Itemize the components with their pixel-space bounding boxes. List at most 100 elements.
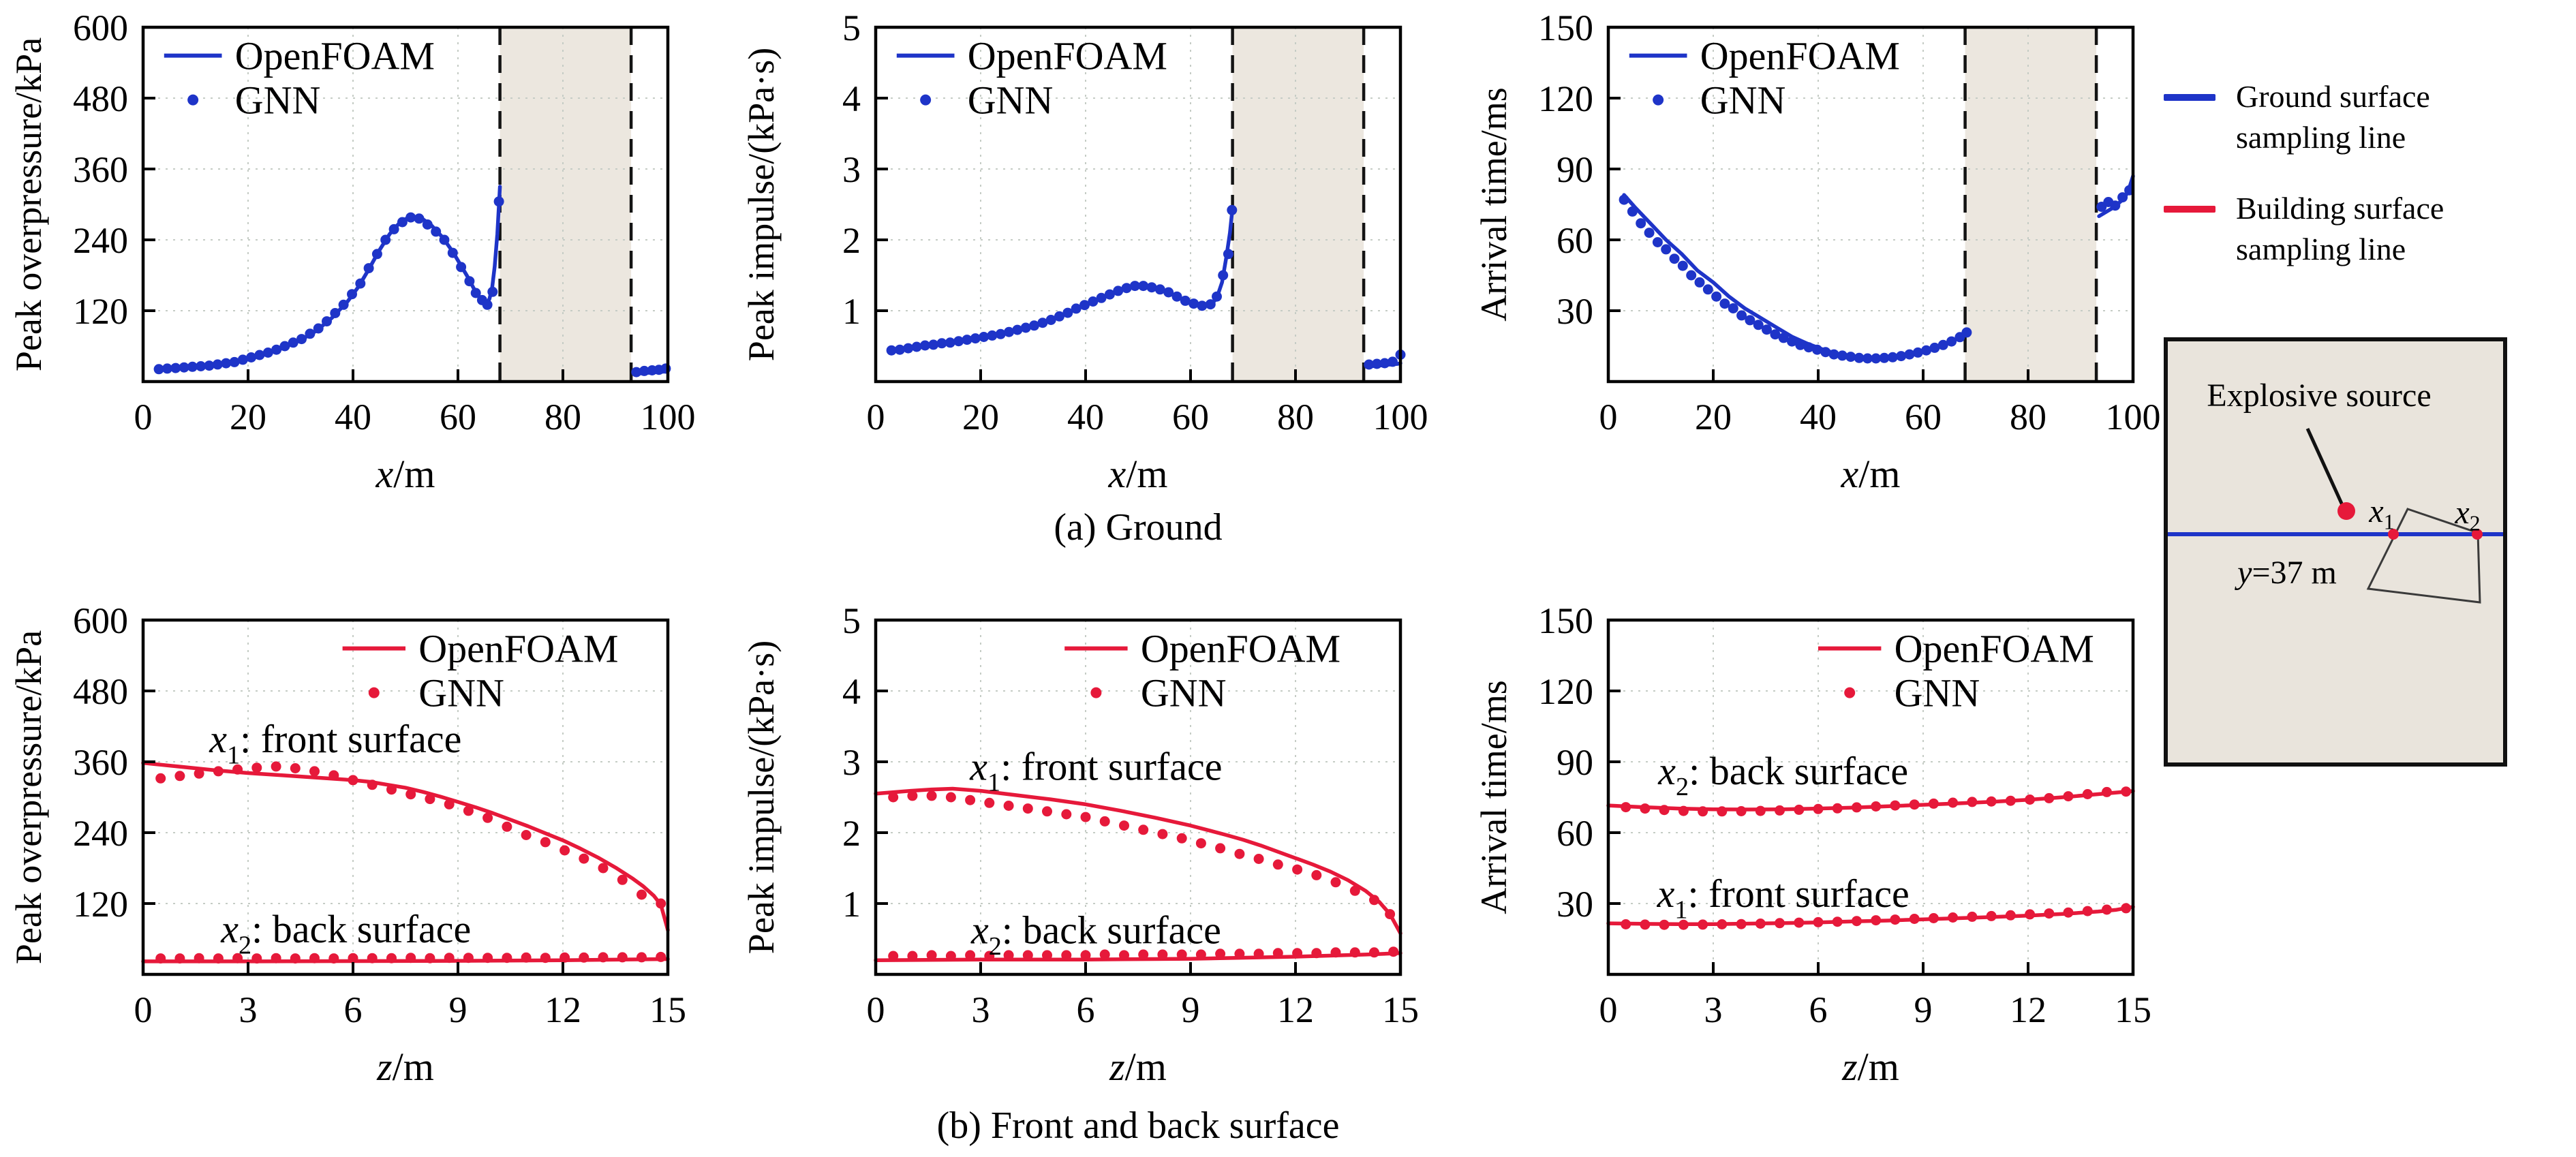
data-dot: [1694, 277, 1705, 288]
data-dot: [2102, 904, 2112, 915]
data-dot: [1215, 948, 1226, 959]
data-dot: [945, 951, 956, 961]
legend-line-label: OpenFOAM: [418, 627, 618, 671]
data-dot: [559, 845, 570, 856]
data-dot: [1719, 298, 1730, 309]
data-dot: [502, 953, 512, 963]
data-dot: [246, 352, 257, 362]
data-dot: [380, 234, 391, 245]
data-dot: [1045, 315, 1056, 325]
data-dot: [965, 795, 976, 805]
data-dot: [355, 278, 366, 289]
series-line: [157, 185, 502, 371]
data-dot: [926, 790, 937, 801]
legend-line-label: OpenFOAM: [1700, 34, 1900, 78]
x2-sampling-point: [2472, 529, 2483, 540]
schematic-drawing: [2168, 427, 2503, 604]
data-dot: [1157, 949, 1168, 960]
data-dot: [886, 345, 897, 356]
legend-item-ground-surface: Ground surface sampling line: [2164, 76, 2545, 158]
data-dot: [945, 792, 956, 803]
data-dot: [945, 337, 955, 348]
data-dot: [196, 361, 206, 371]
data-dot: [296, 334, 307, 345]
explosive-pointer-line: [2305, 427, 2344, 506]
x-tick-label: 0: [134, 989, 153, 1030]
y-tick-label: 150: [1538, 7, 1593, 48]
data-dot: [936, 338, 947, 349]
data-dot: [2117, 192, 2128, 203]
chart-ground-peak-impulse: 0 20 40 60 80 100 1 2 3 4 5 x/m Peak impulse/(kPa·s)…: [741, 7, 1428, 496]
x1-label: x1: [2369, 493, 2394, 535]
data-dot: [598, 952, 609, 963]
data-dot: [439, 234, 450, 245]
data-dot: [1832, 916, 1843, 927]
y-tick-label: 60: [1557, 220, 1593, 261]
data-dot: [1138, 824, 1149, 835]
data-dot: [1071, 303, 1082, 314]
x-tick-label: 12: [1277, 989, 1314, 1030]
x-tick-label: 12: [545, 989, 581, 1030]
y-axis-label: Peak impulse/(kPa·s): [741, 48, 782, 361]
x-tick-label: 15: [2115, 989, 2151, 1030]
data-dot: [2063, 907, 2074, 918]
data-dot: [1234, 948, 1245, 959]
data-dot: [1371, 358, 1382, 369]
data-dot: [1042, 806, 1052, 817]
data-dot: [1967, 797, 1978, 807]
data-dot: [1937, 339, 1948, 350]
data-dot: [1909, 914, 1920, 924]
y-tick-label: 360: [73, 742, 128, 783]
data-dot: [559, 952, 570, 963]
data-dot: [1652, 237, 1663, 247]
data-dot: [1736, 919, 1747, 929]
data-dot: [425, 794, 435, 805]
series-line: [874, 951, 1402, 962]
data-dot: [2121, 903, 2132, 914]
data-dot: [1119, 820, 1129, 831]
caption-panel-a: (a) Ground: [1054, 506, 1222, 549]
data-dot: [1686, 270, 1697, 281]
y-tick-label: 60: [1557, 813, 1593, 854]
data-dot: [1096, 292, 1107, 303]
explosive-source-dot: [2337, 502, 2355, 520]
data-dot: [1702, 284, 1713, 295]
data-dot: [213, 953, 224, 964]
series-dots: [2096, 185, 2135, 212]
data-dot: [1121, 283, 1132, 294]
data-dot: [1146, 282, 1157, 293]
legend-dot-sample: [920, 94, 932, 106]
data-dot: [1379, 358, 1390, 369]
data-dot: [1711, 291, 1722, 302]
data-dot: [1003, 950, 1014, 961]
y-tick-label: 150: [1538, 600, 1593, 641]
data-dot: [194, 768, 204, 779]
data-dot: [1088, 296, 1099, 307]
series-dots: [153, 196, 504, 375]
data-dot: [1636, 218, 1646, 229]
data-dot: [502, 821, 512, 832]
legend-line-label: OpenFOAM: [1895, 627, 2094, 671]
data-dot: [179, 362, 189, 373]
data-dot: [1854, 352, 1865, 363]
data-dot: [1037, 318, 1048, 328]
data-dot: [1794, 804, 1805, 815]
data-dot: [2005, 795, 2016, 806]
data-dot: [482, 299, 493, 310]
y-tick-label: 4: [842, 671, 861, 712]
x-tick-label: 3: [239, 989, 258, 1030]
x-tick-label: 20: [230, 397, 266, 437]
data-dot: [1099, 816, 1110, 827]
x-axis-label: z/m: [376, 1045, 434, 1089]
data-dot: [482, 812, 493, 823]
caption-panel-b: (b) Front and back surface: [937, 1104, 1340, 1147]
data-dot: [1205, 299, 1216, 310]
axes-box: [1606, 618, 2135, 976]
x1-sub: 1: [2383, 510, 2395, 534]
explosive-source-label: Explosive source: [2207, 377, 2431, 414]
data-dot: [1961, 327, 1972, 338]
y-tick-label: 30: [1557, 884, 1593, 925]
data-dot: [1180, 295, 1191, 306]
data-dot: [1871, 915, 1882, 926]
series-annotation: x2: back surface: [970, 908, 1221, 961]
